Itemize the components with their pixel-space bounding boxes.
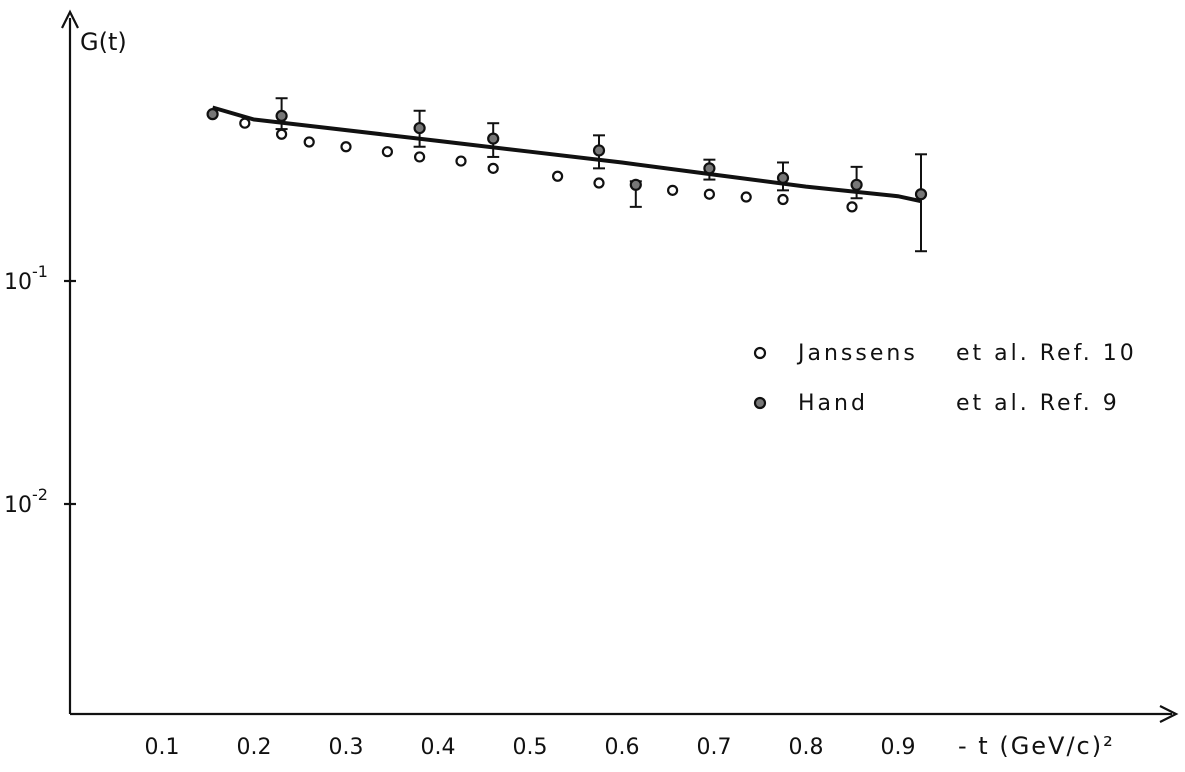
point-janssens [666,184,679,196]
legend-marker-janssens [753,346,767,360]
x-tick-label: 0.6 [605,735,640,760]
point-janssens [455,155,467,167]
x-tick-label: 0.5 [513,735,548,760]
point-hand [413,121,426,135]
x-tick-label: 0.4 [421,735,456,760]
y-axis-label: G(t) [80,28,127,56]
point-janssens [340,141,352,153]
point-janssens [239,117,251,129]
legend-marker-hand [753,396,767,410]
fit-curve [212,105,922,204]
point-janssens [276,128,288,140]
x-tick-label: 0.3 [329,735,364,760]
fit-curve-group [212,105,922,204]
legend-label-janssens: Janssens [796,341,918,366]
point-janssens [740,191,752,203]
x-axis-arrow [1159,705,1179,723]
x-tick-label: 0.9 [881,735,916,760]
data-points-group [206,108,928,213]
legend: Janssens et al. Ref. 10 Hand et al. Ref.… [753,341,1137,416]
y-tick-label: 10-2 [4,485,48,518]
point-janssens [593,177,605,189]
point-janssens [777,193,789,206]
point-janssens [381,146,393,158]
point-janssens [846,201,858,213]
point-hand [487,132,500,145]
y-axis-arrow [61,9,79,29]
point-hand [629,178,642,191]
point-hand [914,188,928,201]
x-tick-label: 0.2 [237,735,272,760]
y-tick-labels: 10-1 10-2 [4,262,76,518]
point-hand [776,171,790,184]
point-janssens [703,188,716,200]
point-hand [275,109,288,122]
error-bars-group [275,97,927,253]
point-janssens [487,162,499,174]
point-hand [850,178,863,191]
x-tick-labels: 0.1 0.2 0.3 0.4 0.5 0.6 0.7 0.8 0.9 [145,735,916,760]
x-tick-label: 0.8 [789,735,824,760]
point-hand [703,162,716,175]
legend-ref-hand: et al. Ref. 9 [956,391,1120,416]
x-tick-label: 0.7 [697,735,732,760]
point-janssens [551,170,564,182]
point-janssens [414,151,426,163]
point-janssens [303,136,315,148]
legend-label-hand: Hand [798,391,868,416]
x-axis-label: - t (GeV/c)² [958,732,1115,760]
point-hand [592,144,606,157]
y-tick-label: 10-1 [4,262,48,295]
point-hand [206,108,219,121]
x-tick-label: 0.1 [145,735,180,760]
legend-ref-janssens: et al. Ref. 10 [956,341,1137,366]
